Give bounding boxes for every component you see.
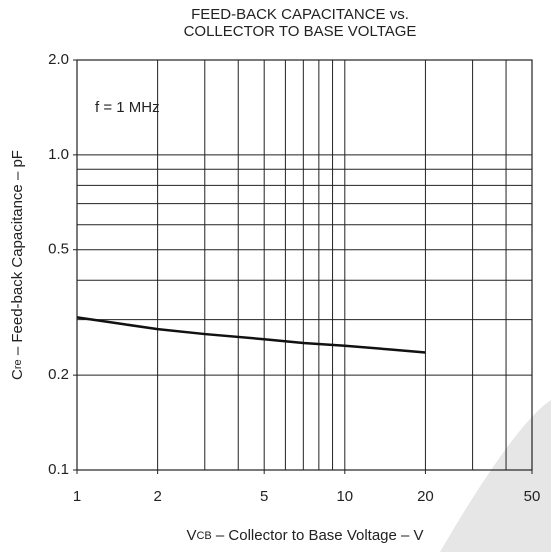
x-tick-label: 20: [417, 488, 434, 505]
y-tick-label: 2.0: [48, 51, 69, 68]
watermark: [440, 400, 551, 552]
y-tick-label: 0.5: [48, 241, 69, 258]
y-tick-label: 0.2: [48, 366, 69, 383]
x-tick-label: 50: [524, 488, 541, 505]
x-tick-label: 5: [260, 488, 268, 505]
plot-frame: [76, 59, 533, 471]
x-tick-label: 1: [73, 488, 81, 505]
y-tick-label: 1.0: [48, 146, 69, 163]
x-tick-label: 10: [336, 488, 353, 505]
annotation: f = 1 MHz: [95, 99, 160, 116]
chart-title: FEED-BACK CAPACITANCE vs.: [191, 6, 409, 23]
x-tick-label: 2: [153, 488, 161, 505]
y-tick-label: 0.1: [48, 461, 69, 478]
data-line: [76, 316, 426, 354]
chart-title: COLLECTOR TO BASE VOLTAGE: [184, 23, 417, 40]
x-axis-label: VCB – Collector to Base Voltage – V: [186, 527, 423, 544]
y-axis-label: Cre – Feed-back Capacitance – pF: [9, 150, 26, 380]
